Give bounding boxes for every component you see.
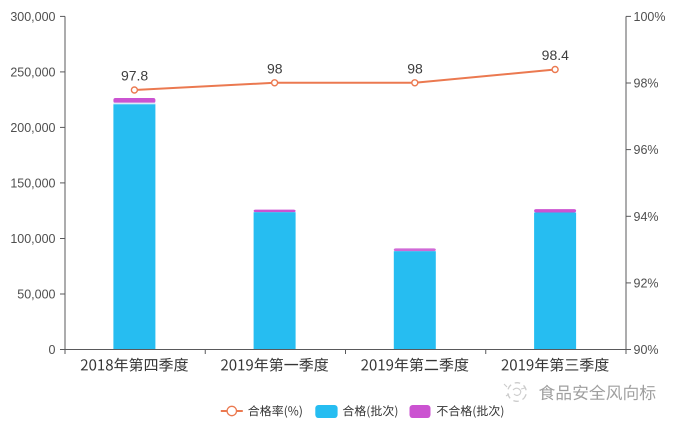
svg-text:98: 98 <box>407 60 423 76</box>
svg-text:98.4: 98.4 <box>542 47 569 63</box>
svg-text:98%: 98% <box>634 77 659 91</box>
svg-text:100,000: 100,000 <box>10 232 55 246</box>
svg-text:150,000: 150,000 <box>10 176 55 190</box>
svg-text:94%: 94% <box>634 210 659 224</box>
svg-text:300,000: 300,000 <box>10 10 55 24</box>
svg-text:50,000: 50,000 <box>17 288 55 302</box>
svg-text:98: 98 <box>267 60 283 76</box>
svg-text:90%: 90% <box>634 343 659 357</box>
svg-text:0: 0 <box>49 343 56 357</box>
svg-text:97.8: 97.8 <box>121 68 148 84</box>
svg-text:96%: 96% <box>634 143 659 157</box>
svg-text:200,000: 200,000 <box>10 121 55 135</box>
svg-text:250,000: 250,000 <box>10 65 55 79</box>
svg-text:92%: 92% <box>634 276 659 290</box>
svg-text:100%: 100% <box>634 10 666 24</box>
